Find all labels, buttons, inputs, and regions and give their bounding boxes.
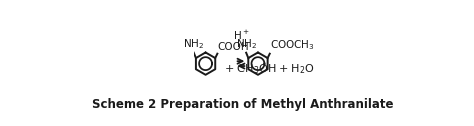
Text: + CH$_3$OH: + CH$_3$OH — [224, 62, 276, 76]
Text: + H$_2$O: + H$_2$O — [278, 62, 315, 76]
Text: COOCH$_3$: COOCH$_3$ — [270, 38, 315, 52]
Text: NH$_2$: NH$_2$ — [236, 37, 257, 51]
Text: H$^+$: H$^+$ — [233, 29, 249, 42]
Text: COOH: COOH — [218, 42, 249, 52]
Text: NH$_2$: NH$_2$ — [183, 37, 204, 51]
Text: Scheme 2 Preparation of Methyl Anthranilate: Scheme 2 Preparation of Methyl Anthranil… — [92, 98, 394, 111]
